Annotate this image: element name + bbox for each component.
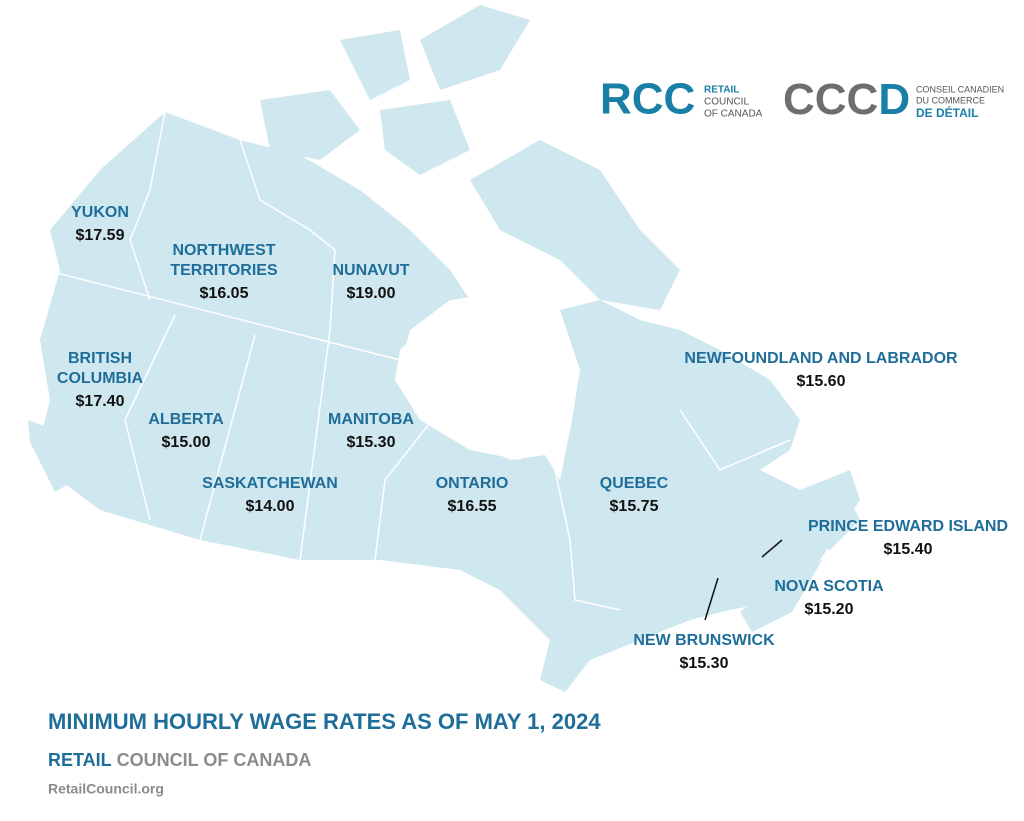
border xyxy=(129,111,166,301)
footer-url: RetailCouncil.org xyxy=(48,781,164,797)
region-labels: YUKON $17.59 NORTHWEST TERRITORIES $16.05 NUN… xyxy=(57,204,1008,672)
region-name: NUNAVUT xyxy=(332,262,409,279)
region-name: QUEBEC xyxy=(600,475,669,492)
island xyxy=(740,560,822,632)
region-name: NORTHWEST xyxy=(172,242,275,259)
border xyxy=(239,139,336,331)
logo-text: OF CANADA xyxy=(704,109,763,120)
border xyxy=(44,269,401,361)
logo-text: CONSEIL CANADIEN xyxy=(916,84,1004,94)
region-name: ONTARIO xyxy=(436,475,509,492)
island xyxy=(260,90,360,160)
leader-line xyxy=(761,539,783,558)
region-wage: $14.00 xyxy=(246,498,295,515)
region-name: TERRITORIES xyxy=(170,262,278,279)
border xyxy=(554,469,621,611)
land xyxy=(28,5,860,692)
island xyxy=(800,480,860,550)
logo-mark-grey: CCC xyxy=(783,75,878,124)
border xyxy=(124,314,176,521)
region-wage: $15.20 xyxy=(805,601,854,618)
region-wage: $15.30 xyxy=(347,434,396,451)
logo-mark-blue: D xyxy=(878,75,910,124)
logo-rcc: RCC RETAIL COUNCIL OF CANADA xyxy=(600,75,763,124)
border xyxy=(299,329,331,561)
region-wage: $15.75 xyxy=(610,498,659,515)
region-wage: $17.40 xyxy=(76,393,125,410)
region-name: COLUMBIA xyxy=(57,370,144,387)
region-name: BRITISH xyxy=(68,350,132,367)
region-wage: $16.05 xyxy=(200,285,249,302)
border xyxy=(679,409,791,471)
region-wage: $15.60 xyxy=(797,373,846,390)
org-grey: COUNCIL OF CANADA xyxy=(117,750,312,770)
border xyxy=(374,409,441,561)
region-wage: $17.59 xyxy=(76,227,125,244)
region-name: NOVA SCOTIA xyxy=(774,578,884,595)
logo-mark: CCCD xyxy=(783,75,910,124)
island xyxy=(28,420,72,492)
logo-text: COUNCIL xyxy=(704,97,749,108)
region-wage: $16.55 xyxy=(448,498,497,515)
org-blue: RETAIL xyxy=(48,750,112,770)
island xyxy=(380,100,470,175)
logo-text: DE DÉTAIL xyxy=(916,105,978,120)
island xyxy=(340,30,410,100)
logo-text: RETAIL xyxy=(704,85,739,96)
region-wage: $15.30 xyxy=(680,655,729,672)
footer-org: RETAIL COUNCIL OF CANADA xyxy=(48,750,311,770)
logo-text: DU COMMERCE xyxy=(916,95,985,105)
region-name: ALBERTA xyxy=(148,411,224,428)
hudson-bay xyxy=(398,290,580,480)
logo-cccd: CCCD CONSEIL CANADIEN DU COMMERCE DE DÉT… xyxy=(783,75,1004,124)
border xyxy=(199,334,256,541)
leader-line xyxy=(704,577,719,621)
region-wage: $15.00 xyxy=(162,434,211,451)
borders xyxy=(44,111,791,611)
island xyxy=(470,140,680,310)
region-name: YUKON xyxy=(71,204,129,221)
region-wage: $19.00 xyxy=(347,285,396,302)
region-wage: $15.40 xyxy=(884,541,933,558)
region-name: NEW BRUNSWICK xyxy=(633,632,775,649)
island xyxy=(420,5,530,90)
logo-mark: RCC xyxy=(600,75,695,124)
footer-title: MINIMUM HOURLY WAGE RATES AS OF MAY 1, 2… xyxy=(48,709,601,734)
mainland xyxy=(40,112,860,692)
region-name: PRINCE EDWARD ISLAND xyxy=(808,518,1008,535)
region-name: NEWFOUNDLAND AND LABRADOR xyxy=(684,350,958,367)
region-name: MANITOBA xyxy=(328,411,414,428)
region-name: SASKATCHEWAN xyxy=(202,475,338,492)
